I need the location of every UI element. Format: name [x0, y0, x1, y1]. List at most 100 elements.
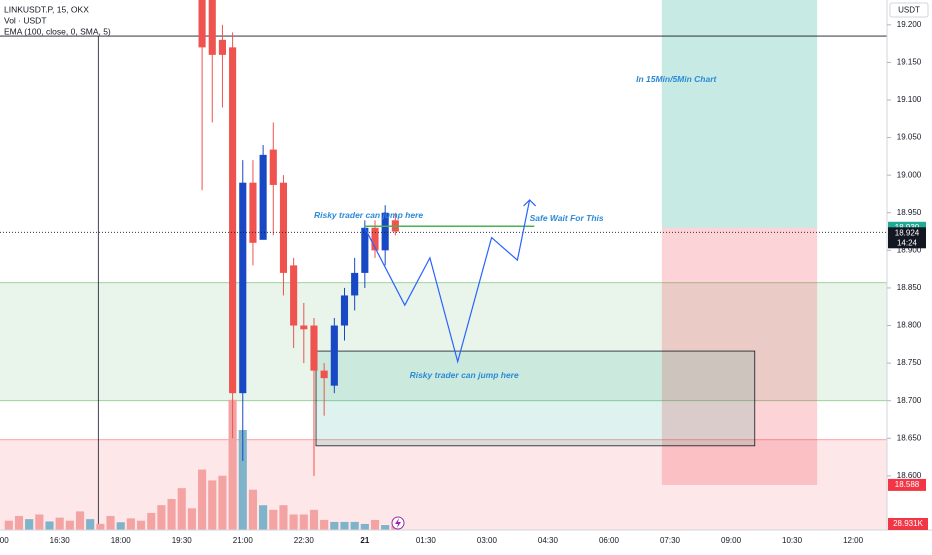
currency: USDT	[898, 6, 920, 15]
volume-bar	[4, 520, 13, 530]
y-tick-label: 19.050	[897, 133, 922, 142]
volume-bar	[381, 525, 390, 530]
y-tick-label: 18.900	[897, 245, 922, 254]
stop-zone	[661, 227, 818, 485]
candle-body	[229, 47, 237, 394]
volume-bar	[279, 505, 288, 530]
volume-bar	[350, 521, 359, 530]
volume-bar	[157, 505, 166, 530]
price-axis	[887, 0, 932, 550]
candle-body	[269, 149, 277, 185]
plot: Risky trader can jump here Risky trader c…	[0, 0, 887, 530]
volume-bar	[25, 519, 34, 530]
volume-bar	[167, 499, 176, 530]
candle-body	[290, 265, 298, 326]
volume-bar	[340, 521, 349, 530]
volume-bar	[86, 519, 95, 530]
y-tick-label: 18.850	[897, 283, 922, 292]
volume-bar	[228, 399, 237, 530]
volume-bar	[259, 505, 268, 530]
volume-bar	[45, 521, 54, 530]
candle-body	[320, 370, 328, 379]
volume-bar	[126, 518, 135, 530]
candle-body	[340, 295, 349, 326]
volume-bar	[289, 514, 298, 530]
volume-bar	[370, 519, 380, 530]
x-tick-label: 21:00	[233, 536, 254, 545]
volume-bar	[248, 489, 258, 530]
volume-tag	[888, 518, 928, 530]
y-tick-label: 18.600	[897, 471, 922, 480]
volume-bar	[269, 509, 278, 530]
annotation: Risky trader can jump here	[314, 210, 423, 220]
volume-bar	[309, 509, 319, 530]
volume-bar	[96, 523, 105, 530]
candle-body	[351, 272, 359, 296]
volume-bar	[208, 480, 217, 530]
volume-bar	[55, 517, 64, 530]
volume-bar	[320, 519, 329, 530]
alert-icon[interactable]	[391, 516, 405, 530]
volume-bar	[116, 522, 125, 530]
volume-bar	[65, 520, 74, 530]
annotation: Risky trader can jump here	[410, 370, 519, 380]
candle-body	[371, 227, 379, 251]
y-tick-label: 18.800	[897, 321, 922, 330]
candle-body	[381, 212, 389, 251]
y-tick-label: 18.650	[897, 433, 922, 442]
volume-bar	[330, 521, 339, 530]
annotation: In 15Min/5Min Chart	[636, 74, 717, 84]
y-tick-label: 19.000	[897, 170, 922, 179]
x-tick-label: 04:30	[538, 536, 559, 545]
volume-bar	[136, 520, 146, 530]
band	[0, 282, 887, 401]
projection-path	[364, 199, 531, 364]
candle-body	[361, 227, 369, 273]
candle-body	[218, 39, 226, 55]
y-tick-label: 19.100	[897, 95, 922, 104]
volume-bar	[106, 516, 115, 530]
volume-bar	[299, 514, 308, 530]
x-tick-label: 09:00	[721, 536, 742, 545]
price-tag	[888, 478, 926, 491]
volume-bar	[187, 508, 196, 530]
y-tick-label: 18.750	[897, 358, 922, 367]
target-zone	[661, 0, 818, 228]
y-tick-label: 19.150	[897, 58, 922, 67]
candle-body	[330, 325, 338, 386]
volume-bar	[35, 514, 44, 530]
volume-bar	[14, 516, 24, 530]
volume-bar	[198, 469, 207, 530]
x-tick-label: 18:00	[111, 536, 132, 545]
x-tick-label: 03:00	[477, 536, 498, 545]
candle-body	[198, 0, 206, 48]
x-tick-label: 15:00	[0, 536, 9, 545]
volume-bar	[147, 512, 156, 530]
candle-body	[279, 182, 288, 273]
x-tick-label: 16:30	[50, 536, 71, 545]
arrow-head	[523, 199, 537, 207]
symbol: LINKUSDT.P, 15, OKX	[4, 4, 89, 14]
volume-bar	[238, 430, 247, 530]
price-tag-label: 18.588	[895, 480, 920, 489]
candle-body	[310, 325, 318, 371]
y-tick-label: 18.700	[897, 396, 922, 405]
x-tick-label: 21	[360, 536, 369, 545]
y-tick-label: 18.950	[897, 208, 922, 217]
x-tick-label: 22:30	[294, 536, 315, 545]
x-tick-label: 19:30	[172, 536, 193, 545]
x-tick-label: 10:30	[782, 536, 803, 545]
volume-bar	[218, 475, 227, 530]
last-price-label: 18.924	[895, 228, 920, 237]
candle-body	[208, 0, 216, 55]
currency-box	[889, 2, 929, 18]
x-tick-label: 06:00	[599, 536, 620, 545]
candle-body	[300, 325, 308, 330]
volume-bar	[360, 523, 369, 530]
annotation: Safe Wait For This	[530, 213, 604, 223]
x-tick-label: 12:00	[843, 536, 864, 545]
volume-title: Vol · USDT	[4, 15, 47, 25]
